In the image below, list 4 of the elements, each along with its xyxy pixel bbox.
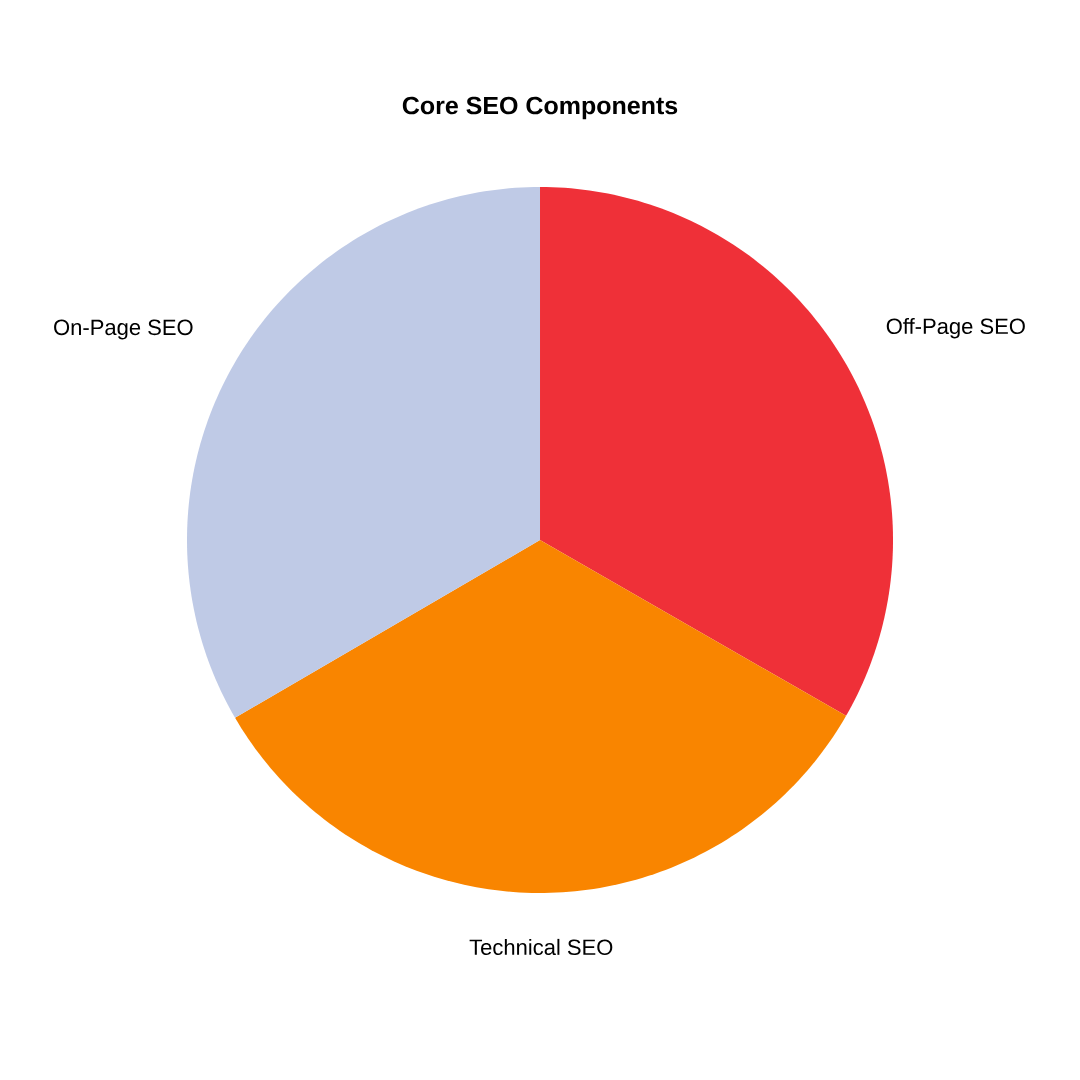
- slice-label: Off-Page SEO: [886, 317, 1025, 339]
- chart-title: Core SEO Components: [402, 96, 678, 120]
- slice-label: On-Page SEO: [54, 319, 193, 340]
- slice-label: Technical SEO: [469, 938, 613, 956]
